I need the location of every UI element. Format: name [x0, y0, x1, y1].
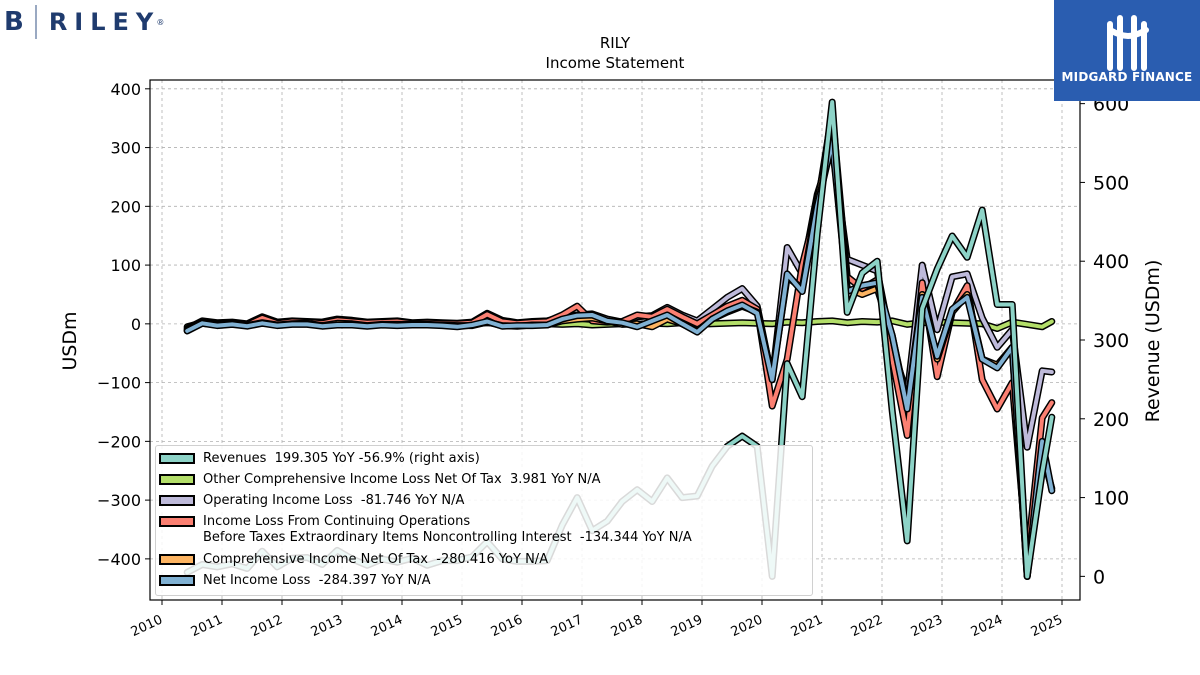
- legend-item-revenues: Revenues 199.305 YoY -56.9% (right axis): [159, 451, 480, 467]
- x-tick-label: 2013: [309, 612, 345, 640]
- y-tick-label-left: −100: [97, 374, 141, 393]
- x-tick-label: 2015: [429, 612, 465, 640]
- x-tick-label: 2017: [549, 612, 585, 640]
- legend-swatch: [159, 474, 195, 485]
- chart-subtitle: Income Statement: [546, 54, 685, 72]
- legend-item-income-before-taxes: Income Loss From Continuing Operations B…: [159, 514, 692, 546]
- legend-swatch: [159, 575, 195, 586]
- y-tick-label-right: 500: [1093, 172, 1129, 194]
- x-tick-label: 2019: [669, 612, 705, 640]
- legend: Revenues 199.305 YoY -56.9% (right axis)…: [155, 445, 813, 596]
- x-tick-label: 2012: [249, 612, 285, 640]
- y-tick-label-left: 300: [110, 139, 141, 158]
- legend-label: Operating Income Loss -81.746 YoY N/A: [203, 493, 465, 508]
- x-tick-label: 2020: [729, 612, 765, 640]
- midgard-emblem-icon: [1107, 15, 1149, 71]
- logo-divider: [34, 5, 37, 39]
- x-tick-label: 2014: [369, 612, 405, 640]
- y-tick-label-right: 400: [1093, 251, 1129, 273]
- legend-label: Comprehensive Income Net Of Tax -280.416…: [203, 552, 549, 567]
- legend-item-operating-income: Operating Income Loss -81.746 YoY N/A: [159, 493, 464, 509]
- y-tick-label-left: 400: [110, 80, 141, 99]
- x-tick-label: 2022: [849, 612, 885, 640]
- series-5: [183, 138, 1056, 580]
- legend-swatch: [159, 516, 195, 527]
- legend-swatch: [159, 495, 195, 506]
- logo-registered-mark: ®: [156, 17, 165, 27]
- y-tick-label-right: 300: [1093, 330, 1129, 352]
- legend-label: Other Comprehensive Income Loss Net Of T…: [203, 472, 601, 487]
- x-tick-label: 2018: [609, 612, 645, 640]
- midgard-name: MIDGARD FINANCE: [1061, 70, 1193, 84]
- y-tick-label-left: −300: [97, 491, 141, 510]
- x-tick-label: 2016: [489, 612, 525, 640]
- y-tick-label-left: −400: [97, 550, 141, 569]
- riley-logo: B RILEY ®: [4, 4, 164, 40]
- legend-label: Income Loss From Continuing Operations B…: [203, 514, 692, 545]
- x-tick-label: 2011: [189, 612, 225, 640]
- legend-item-net-income: Net Income Loss -284.397 YoY N/A: [159, 573, 431, 589]
- y-axis-label-right: Revenue (USDm): [1142, 260, 1164, 423]
- x-tick-label: 2021: [789, 612, 825, 640]
- y-tick-label-left: 200: [110, 197, 141, 216]
- y-axis-label-left: USDm: [59, 311, 81, 370]
- midgard-logo: MIDGARD FINANCE: [1054, 0, 1200, 101]
- x-tick-label: 2025: [1029, 612, 1065, 640]
- y-tick-label-right: 100: [1093, 488, 1129, 510]
- y-tick-label-right: 200: [1093, 409, 1129, 431]
- chart-title: RILY: [600, 34, 631, 52]
- y-tick-label-left: 100: [110, 256, 141, 275]
- x-tick-label: 2024: [969, 612, 1005, 640]
- y-tick-label-right: 0: [1093, 566, 1105, 588]
- logo-initial: B: [4, 7, 25, 37]
- legend-item-other-comprehensive-income: Other Comprehensive Income Loss Net Of T…: [159, 472, 601, 488]
- legend-label: Revenues 199.305 YoY -56.9% (right axis): [203, 451, 480, 466]
- logo-word: RILEY: [48, 8, 161, 36]
- legend-item-comprehensive-income: Comprehensive Income Net Of Tax -280.416…: [159, 552, 548, 568]
- series-line: [185, 139, 1054, 579]
- y-tick-label-left: −200: [97, 432, 141, 451]
- legend-swatch: [159, 554, 195, 565]
- legend-label: Net Income Loss -284.397 YoY N/A: [203, 573, 431, 588]
- legend-swatch: [159, 453, 195, 464]
- x-tick-label: 2010: [129, 612, 165, 640]
- x-tick-label: 2023: [909, 612, 945, 640]
- y-tick-label-left: 0: [131, 315, 141, 334]
